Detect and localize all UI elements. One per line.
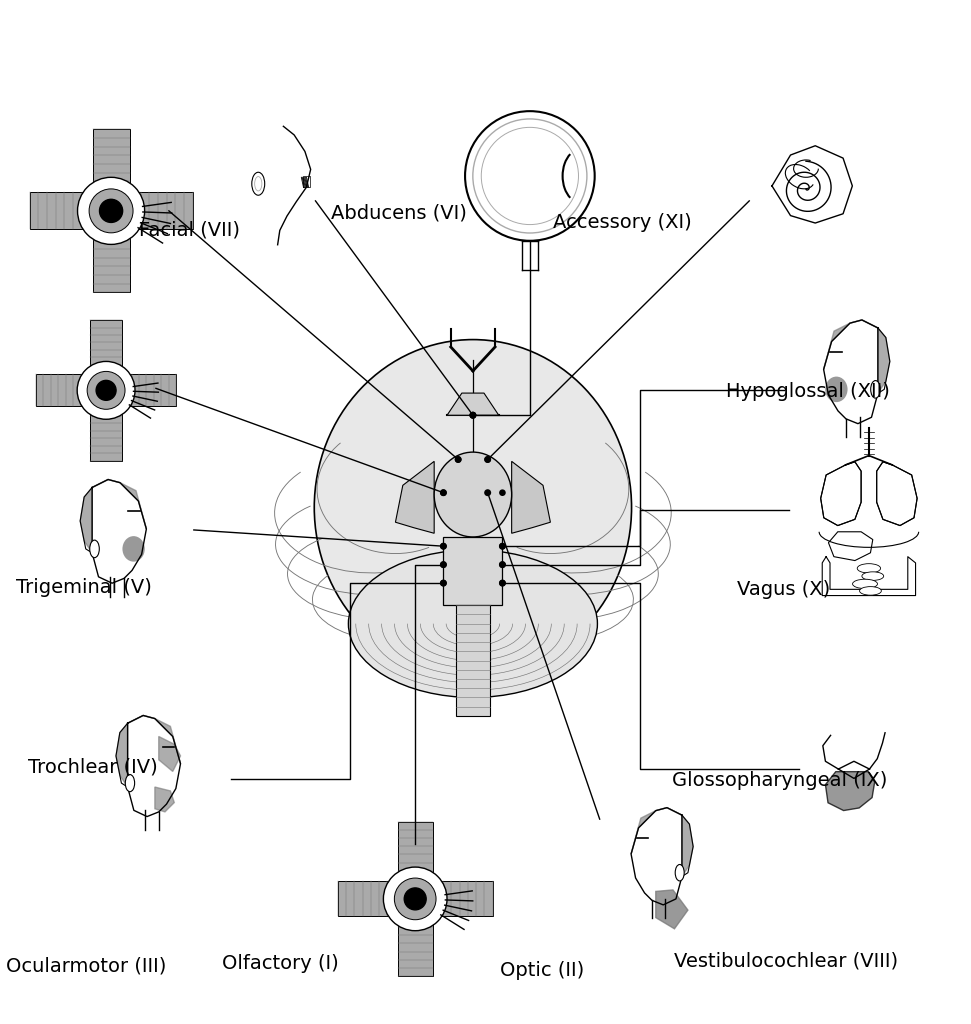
Polygon shape [154,787,174,812]
Circle shape [99,200,122,222]
Ellipse shape [349,550,597,697]
Circle shape [440,561,447,568]
Polygon shape [124,375,177,407]
Text: Olfactory (I): Olfactory (I) [222,954,339,973]
Circle shape [440,580,447,587]
Circle shape [469,412,477,419]
Circle shape [465,112,594,241]
Bar [444,537,502,605]
Polygon shape [90,409,122,461]
Ellipse shape [825,377,848,402]
Ellipse shape [871,381,881,398]
Circle shape [440,489,447,496]
Text: Vestibulocochlear (VIII): Vestibulocochlear (VIII) [674,951,898,970]
Polygon shape [132,193,192,229]
Polygon shape [825,772,875,811]
Circle shape [440,543,447,550]
Ellipse shape [315,340,631,675]
Bar [456,605,489,716]
Polygon shape [36,375,88,407]
Text: Ocularmotor (III): Ocularmotor (III) [6,956,167,975]
Text: Optic (II): Optic (II) [500,962,585,980]
Polygon shape [158,736,181,771]
Ellipse shape [675,864,685,881]
Circle shape [440,561,447,568]
Polygon shape [398,821,433,880]
Circle shape [499,561,506,568]
Circle shape [404,888,426,910]
Circle shape [89,188,133,232]
Text: Facial (VII): Facial (VII) [139,221,240,240]
Circle shape [440,489,447,497]
Polygon shape [828,531,873,560]
Polygon shape [631,808,693,877]
Ellipse shape [89,540,99,558]
Polygon shape [823,319,889,393]
Circle shape [499,543,506,550]
Circle shape [499,561,506,568]
Polygon shape [820,462,861,525]
Circle shape [384,867,447,931]
Polygon shape [398,919,433,976]
Polygon shape [772,145,853,223]
Circle shape [440,580,447,587]
Circle shape [454,456,461,463]
Polygon shape [90,321,122,373]
Ellipse shape [862,571,884,581]
Polygon shape [92,231,129,293]
Polygon shape [512,462,551,534]
Circle shape [499,580,506,587]
Polygon shape [435,882,492,916]
Polygon shape [447,393,499,415]
Ellipse shape [251,172,265,196]
Ellipse shape [853,580,878,589]
Polygon shape [877,462,918,525]
Circle shape [499,580,506,587]
Circle shape [394,878,436,920]
Ellipse shape [122,537,145,561]
Ellipse shape [857,563,881,573]
Circle shape [485,456,491,463]
Polygon shape [116,716,181,787]
Polygon shape [655,890,687,929]
Circle shape [499,543,506,550]
Polygon shape [395,462,434,534]
Ellipse shape [859,587,882,595]
Text: Hypoglossal (XII): Hypoglossal (XII) [725,382,889,401]
Text: Abducens (VI): Abducens (VI) [330,204,466,222]
Polygon shape [29,193,90,229]
Polygon shape [822,557,916,596]
Circle shape [499,489,506,496]
Circle shape [78,177,145,245]
Circle shape [485,456,491,463]
Circle shape [87,372,125,410]
Text: Trigeminal (V): Trigeminal (V) [16,579,151,597]
Text: Accessory (XI): Accessory (XI) [553,213,692,231]
Circle shape [440,543,447,550]
Text: Trochlear (IV): Trochlear (IV) [27,757,157,776]
Text: Glossopharyngeal (IX): Glossopharyngeal (IX) [672,771,887,791]
Circle shape [485,489,491,497]
Circle shape [470,412,476,419]
Circle shape [77,361,135,419]
Circle shape [454,456,461,463]
Circle shape [96,380,117,400]
Polygon shape [338,882,395,916]
Polygon shape [92,129,129,190]
Ellipse shape [125,774,135,792]
Ellipse shape [434,453,512,537]
Text: Vagus (X): Vagus (X) [737,581,830,599]
Polygon shape [81,479,147,553]
Circle shape [469,412,477,419]
